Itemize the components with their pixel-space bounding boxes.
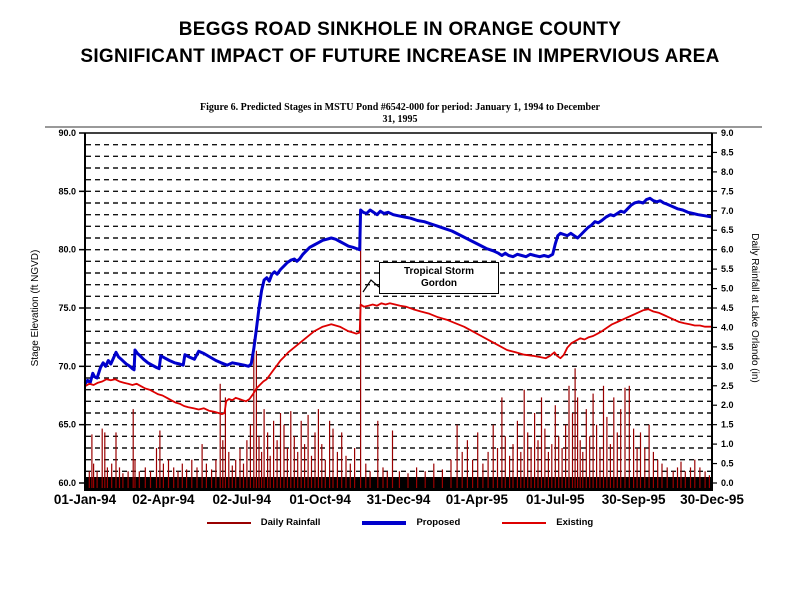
y-right-tick-label: 5.5 [721,264,734,274]
x-tick-label: 30-Dec-95 [680,492,744,507]
y-right-tick-label: 4.5 [721,303,734,313]
x-tick-label: 02-Apr-94 [132,492,195,507]
x-tick-label: 01-Jan-94 [54,492,117,507]
x-tick-label: 02-Jul-94 [212,492,271,507]
y-left-tick-label: 70.0 [58,361,76,371]
y-left-tick-label: 85.0 [58,186,76,196]
y-left-axis-title: Stage Elevation (ft NGVD) [30,250,41,367]
y-right-axis-title: Daily Rainfall at Lake Orlando (in) [749,233,760,383]
y-left-tick-label: 90.0 [58,128,76,138]
y-right-tick-label: 5.0 [721,284,734,294]
annotation-leader-line [362,279,380,293]
legend-label-existing: Existing [556,517,594,528]
y-right-tick-label: 0.5 [721,459,734,469]
x-tick-label: 01-Apr-95 [446,492,509,507]
x-tick-label: 31-Dec-94 [367,492,431,507]
y-right-tick-label: 7.5 [721,186,734,196]
x-axis-band [85,477,712,491]
y-right-tick-label: 4.0 [721,322,734,332]
y-left-tick-label: 60.0 [58,478,76,488]
y-left-tick-label: 75.0 [58,303,76,313]
existing-line [84,302,712,416]
legend-label-daily-rainfall: Daily Rainfall [260,517,321,528]
figure-caption-line2: 31, 1995 [382,114,418,125]
figure-caption-line1: Figure 6. Predicted Stages in MSTU Pond … [200,102,600,113]
x-tick-label: 01-Jul-95 [526,492,585,507]
y-right-tick-label: 6.0 [721,245,734,255]
annotation-tropical-storm-gordon: Tropical Storm Gordon [379,262,499,294]
y-right-tick-label: 9.0 [721,128,734,138]
proposed-line [83,196,713,385]
chart-legend: Daily Rainfall Proposed Existing [0,517,800,528]
proposed-line-swatch [362,520,407,525]
y-right-tick-label: 3.5 [721,342,734,352]
y-right-tick-label: 8.5 [721,147,734,157]
slide-title-line1: BEGGS ROAD SINKHOLE IN ORANGE COUNTY [178,19,622,40]
legend-label-proposed: Proposed [416,517,461,528]
y-right-tick-label: 1.5 [721,420,734,430]
daily-rainfall-line-swatch [206,521,251,524]
legend-item-existing: Existing [502,517,593,528]
annotation-line2: Gordon [420,278,458,289]
slide-title-line2: SIGNIFICANT IMPACT OF FUTURE INCREASE IN… [80,46,720,67]
legend-item-proposed: Proposed [362,517,460,528]
legend-item-daily-rainfall: Daily Rainfall [206,517,321,528]
x-tick-label: 01-Oct-94 [289,492,351,507]
y-right-tick-label: 1.0 [721,439,734,449]
y-right-tick-label: 0.0 [721,478,734,488]
y-left-tick-label: 65.0 [58,420,76,430]
y-right-tick-label: 2.5 [721,381,734,391]
y-right-tick-label: 2.0 [721,400,734,410]
slide-title: BEGGS ROAD SINKHOLE IN ORANGE COUNTY SIG… [0,16,800,70]
x-tick-label: 30-Sep-95 [602,492,666,507]
annotation-line1: Tropical Storm [403,266,474,277]
y-right-tick-label: 7.0 [721,206,734,216]
y-right-tick-label: 3.0 [721,361,734,371]
y-left-tick-label: 80.0 [58,245,76,255]
y-right-tick-label: 8.0 [721,167,734,177]
y-right-tick-label: 6.5 [721,225,734,235]
existing-line-swatch [502,521,547,524]
